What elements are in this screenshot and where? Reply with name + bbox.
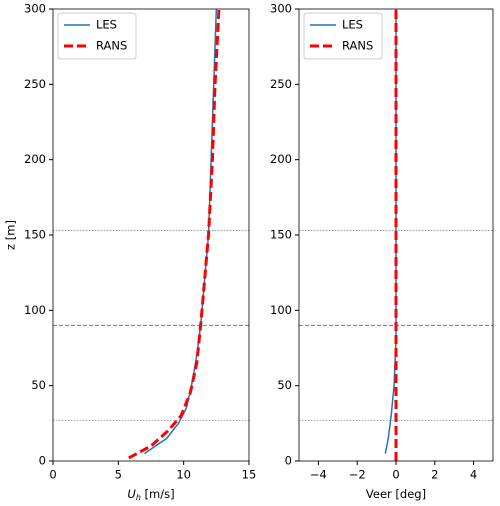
y-tick-label: 200 [270,152,292,166]
x-axis-label: Uh [m/s] [127,487,174,502]
axes-frame [298,8,494,462]
x-tick-label: −4 [310,468,327,482]
y-tick-label: 300 [24,2,46,16]
data-line [384,9,397,454]
y-tick-label: 50 [277,378,292,392]
legend-label: RANS [96,39,127,53]
x-tick-label: 0 [392,468,399,482]
y-tick-label: 100 [270,303,292,317]
y-tick-label: 0 [285,454,292,468]
y-tick-label: 150 [24,228,46,242]
y-tick-label: 300 [270,2,292,16]
x-tick-label: 10 [176,468,191,482]
x-tick-label: −2 [349,468,366,482]
x-tick-label: 4 [470,468,477,482]
x-axis-label-part: Veer [deg] [366,487,426,501]
y-tick-label: 200 [24,152,46,166]
x-tick-label: 15 [242,468,257,482]
y-tick-label: 0 [39,454,46,468]
legend-label: LES [342,18,363,32]
y-tick-label: 150 [270,228,292,242]
data-line [128,8,221,460]
x-axis-label-part: [m/s] [141,487,175,501]
y-tick-label: 250 [24,77,46,91]
y-axis-label: z [m] [4,220,18,250]
legend-label: RANS [342,39,373,53]
y-tick-label: 250 [270,77,292,91]
x-tick-label: 5 [115,468,122,482]
axes-frame [52,8,250,462]
x-axis-label-part: h [136,493,141,502]
y-tick-label: 100 [24,303,46,317]
legend-label: LES [96,18,117,32]
x-axis-label: Veer [deg] [366,487,426,501]
data-line [144,8,218,455]
x-axis-label-part: U [127,487,136,501]
x-tick-label: 0 [49,468,56,482]
y-tick-label: 50 [31,378,46,392]
x-tick-label: 2 [431,468,438,482]
